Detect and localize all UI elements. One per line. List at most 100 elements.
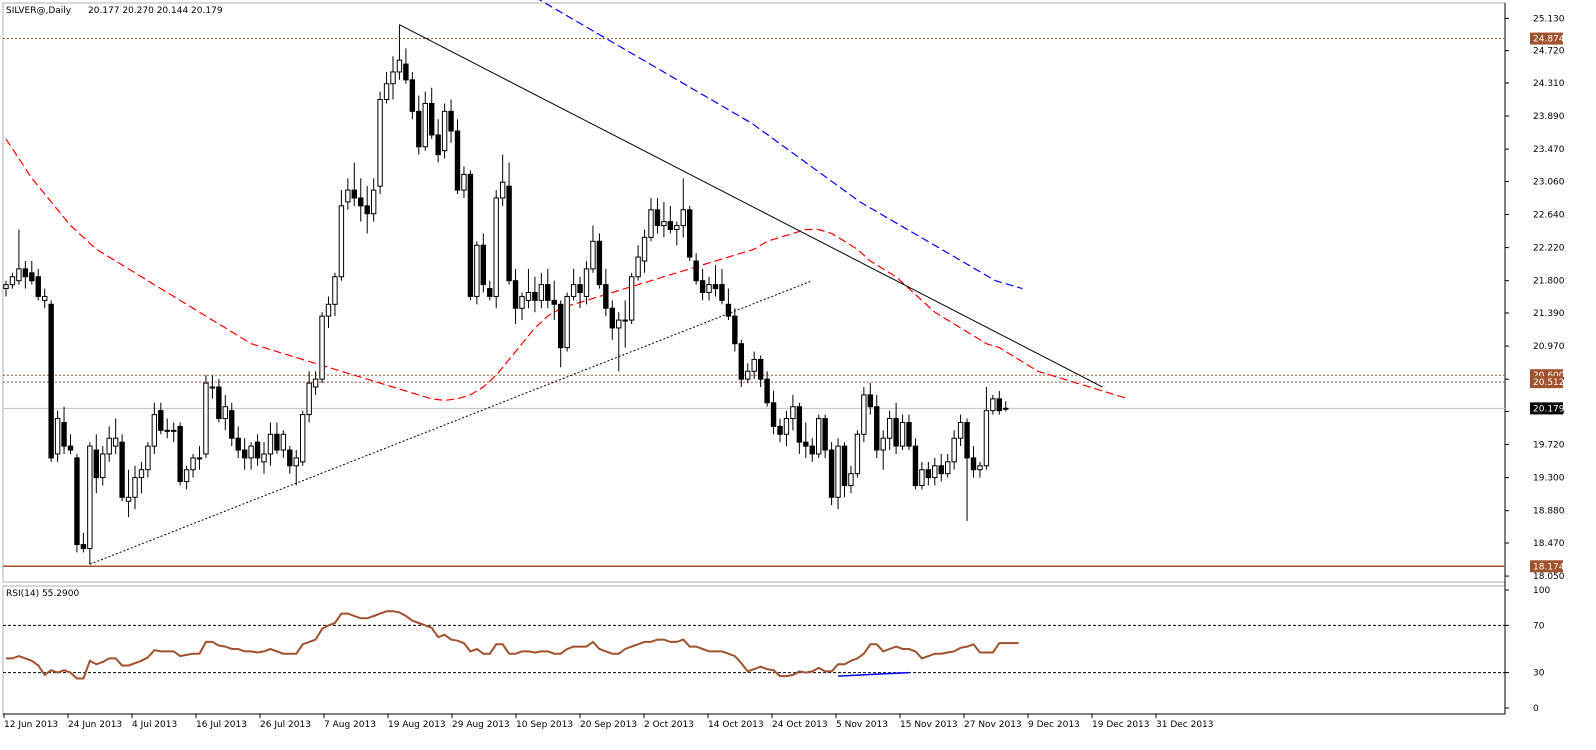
candle xyxy=(93,434,99,494)
candle xyxy=(403,48,409,84)
candle xyxy=(474,241,480,305)
price-label-box xyxy=(1530,32,1563,45)
candle xyxy=(693,253,699,285)
candle-body-down xyxy=(712,284,719,290)
time-tick-label: 27 Nov 2013 xyxy=(964,720,1022,730)
candle-body-down xyxy=(235,437,241,451)
candle-body-down xyxy=(177,425,183,483)
candle xyxy=(183,465,190,490)
candle-body-down xyxy=(893,418,899,447)
candle xyxy=(209,375,216,399)
candle-body-down xyxy=(654,209,661,227)
candle xyxy=(925,461,932,486)
candle xyxy=(970,446,977,478)
candle xyxy=(932,457,938,486)
candle-body-up xyxy=(248,445,254,459)
candle-body-up xyxy=(628,276,635,321)
candle-body-up xyxy=(293,457,299,467)
candle xyxy=(783,410,790,447)
candle xyxy=(190,453,196,478)
candle xyxy=(235,426,241,458)
candle-body-down xyxy=(841,445,848,486)
candle xyxy=(706,276,712,301)
time-axis-ticks: 12 Jun 2013 24 Jun 2013 4 Jul 2013 16 Jul 2… xyxy=(3,714,1214,730)
candle xyxy=(977,461,983,478)
trendlines xyxy=(89,24,1103,565)
candle xyxy=(74,453,80,553)
rsi-pane-frame xyxy=(2,585,1506,715)
rsi-line xyxy=(6,610,1019,680)
candle-body-up xyxy=(132,477,138,498)
candle-body-down xyxy=(512,280,519,309)
candle xyxy=(338,190,345,281)
price-tick-label: 24.310 xyxy=(1533,79,1565,89)
price-tick-label: 23.470 xyxy=(1533,145,1565,155)
candle xyxy=(383,71,390,104)
candle xyxy=(216,379,222,423)
candle-body-up xyxy=(16,268,22,282)
candle-body-up xyxy=(983,410,990,467)
candle-body-down xyxy=(22,268,29,278)
candle-body-up xyxy=(42,295,48,301)
candle-body-down xyxy=(254,441,261,459)
candle-body-up xyxy=(957,421,964,439)
candle xyxy=(738,339,744,388)
candle xyxy=(519,292,525,321)
support-trendline xyxy=(89,280,813,565)
candle xyxy=(377,91,383,195)
candle xyxy=(583,260,590,305)
candle xyxy=(622,300,628,348)
candle xyxy=(828,442,835,506)
candle-body-down xyxy=(551,299,557,305)
candle-body-up xyxy=(570,284,577,297)
candle-body-down xyxy=(764,378,770,404)
ma-long-line xyxy=(538,0,1023,290)
candle xyxy=(293,450,299,486)
candle xyxy=(577,276,583,309)
candle xyxy=(345,178,351,210)
time-tick-label: 31 Dec 2013 xyxy=(1156,720,1214,730)
candle-body-down xyxy=(119,441,125,498)
candle-body-down xyxy=(596,240,603,286)
candle xyxy=(893,402,899,454)
candle xyxy=(874,394,880,458)
ohlc-header: 20.177 20.270 20.144 20.179 xyxy=(88,6,223,16)
ma-short-line xyxy=(5,138,1129,402)
candle xyxy=(422,91,428,151)
candle-body-up xyxy=(325,303,332,317)
candle xyxy=(648,197,654,242)
candle-body-up xyxy=(783,418,790,435)
candle-body-down xyxy=(693,260,699,282)
candle-body-up xyxy=(661,221,667,227)
candle-body-down xyxy=(970,457,977,471)
price-label-box xyxy=(1530,402,1563,415)
candle xyxy=(42,288,48,309)
candle xyxy=(287,446,293,474)
price-pane-frame xyxy=(2,2,1506,583)
candle-body-up xyxy=(880,437,886,451)
candle-body-up xyxy=(138,469,145,479)
candle-body-up xyxy=(222,406,229,420)
candle-body-down xyxy=(809,445,815,455)
candle-body-up xyxy=(171,429,177,432)
candle xyxy=(841,442,848,498)
candle-body-up xyxy=(332,276,338,305)
candle xyxy=(725,288,732,321)
candle-body-down xyxy=(603,284,609,309)
price-label-text: 20.512 xyxy=(1533,378,1565,388)
candle xyxy=(899,414,906,451)
candle xyxy=(983,387,990,470)
candle-body-down xyxy=(448,110,454,132)
candle xyxy=(67,434,74,454)
candle xyxy=(480,233,487,293)
candle xyxy=(448,99,454,143)
candle-body-down xyxy=(351,189,358,199)
candle-body-up xyxy=(848,473,854,486)
candle xyxy=(848,465,854,494)
candle xyxy=(274,422,280,454)
candle-body-down xyxy=(577,284,583,294)
horizontal-levels xyxy=(3,38,1505,568)
candle-body-down xyxy=(770,402,777,427)
candle-body-up xyxy=(674,225,680,230)
